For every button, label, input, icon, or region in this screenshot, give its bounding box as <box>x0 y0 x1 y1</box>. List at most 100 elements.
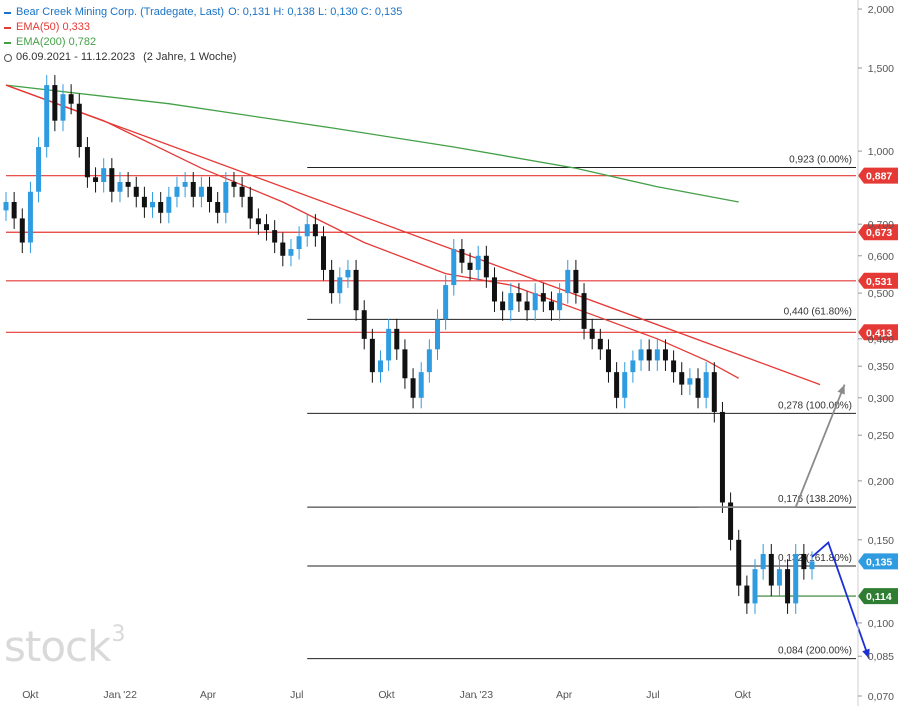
candle-down <box>280 242 286 256</box>
candle-up <box>378 360 384 373</box>
candle-down <box>109 168 115 192</box>
candle-up <box>809 561 815 570</box>
x-tick-label: Apr <box>556 689 573 701</box>
candle-down <box>614 372 620 398</box>
candle-down <box>247 196 253 219</box>
y-tick-label: 1,000 <box>868 146 894 158</box>
candle-down <box>68 94 74 104</box>
y-tick-label: 0,400 <box>868 334 894 346</box>
candle-down <box>573 269 579 294</box>
candle-up <box>44 85 50 148</box>
candle-up <box>451 249 457 286</box>
candle-down <box>264 224 270 231</box>
candle-down <box>52 85 58 121</box>
logo-text: stock <box>4 622 111 671</box>
candle-up <box>638 349 644 361</box>
ema200-line <box>5 84 739 203</box>
candle-up <box>223 181 229 213</box>
candle-down <box>312 224 318 237</box>
fibonacci-level-label: 0,176 (138.20%) <box>778 494 852 505</box>
candle-down <box>402 349 408 379</box>
current-price-label: 0,135 <box>866 556 892 568</box>
candle-down <box>801 553 807 570</box>
candle-up <box>443 285 449 320</box>
x-tick-label: Jan '22 <box>103 689 137 701</box>
candle-up <box>150 202 156 208</box>
candle-down <box>394 328 400 350</box>
resistance-price-label: 0,413 <box>866 327 892 339</box>
candle-up <box>557 293 563 311</box>
fibonacci-level-label: 0,084 (200.00%) <box>778 646 852 657</box>
candle-up <box>752 569 758 604</box>
candle-down <box>597 338 603 350</box>
current-price-badge <box>858 553 898 570</box>
y-tick-label: 0,070 <box>868 691 894 703</box>
x-tick-label: Okt <box>378 689 394 701</box>
y-tick-label: 2,000 <box>868 4 894 16</box>
candle-up <box>434 319 440 350</box>
series-swatch-icon <box>4 11 11 14</box>
candle-down <box>646 349 652 361</box>
candle-up <box>386 328 392 361</box>
y-tick-label: 1,500 <box>868 63 894 75</box>
candle-up <box>36 147 42 192</box>
candle-down <box>500 301 506 311</box>
candle-up <box>532 293 538 311</box>
candle-down <box>785 569 791 604</box>
candle-up <box>475 255 481 270</box>
candle-down <box>19 218 25 243</box>
candle-down <box>207 186 213 203</box>
candle-up <box>288 249 294 256</box>
y-tick-label: 0,300 <box>868 393 894 405</box>
candle-up <box>296 236 302 250</box>
candle-down <box>719 411 725 503</box>
candle-up <box>793 553 799 604</box>
support-price-label: 0,114 <box>866 591 892 603</box>
candle-down <box>695 378 701 398</box>
candle-down <box>459 249 465 263</box>
instrument-title: Bear Creek Mining Corp. (Tradegate, Last… <box>16 6 225 18</box>
candle-down <box>662 349 668 361</box>
candle-up <box>174 186 180 197</box>
candle-up <box>3 202 9 211</box>
legend-title-row: Bear Creek Mining Corp. (Tradegate, Last… <box>4 5 402 20</box>
candlesticks <box>3 75 815 614</box>
candle-up <box>622 372 628 398</box>
y-tick-label: 0,500 <box>868 288 894 300</box>
x-axis: Okt Jan '22 Apr Jul Okt Jan '23 Apr Jul Okt <box>22 689 751 701</box>
candle-down <box>483 255 489 278</box>
candle-up <box>508 293 514 311</box>
candle-up <box>760 553 766 570</box>
moving-averages <box>5 84 821 386</box>
candle-down <box>11 202 17 219</box>
candle-down <box>410 378 416 398</box>
candle-down <box>711 372 717 412</box>
candle-down <box>524 301 530 311</box>
candle-up <box>687 378 693 385</box>
candle-down <box>516 293 522 302</box>
legend-ema200-row: EMA(200) 0,782 <box>4 35 402 50</box>
fibonacci-level-label: 0,440 (61.80%) <box>784 306 852 317</box>
y-tick-label: 0,100 <box>868 618 894 630</box>
candle-down <box>589 328 595 339</box>
candle-down <box>744 585 750 604</box>
candle-down <box>361 310 367 339</box>
x-tick-label: Jan '23 <box>460 689 494 701</box>
y-tick-label: 0,250 <box>868 430 894 442</box>
candle-down <box>190 181 196 197</box>
candle-down <box>125 181 131 187</box>
candle-up <box>198 186 204 197</box>
period-label: (2 Jahre, 1 Woche) <box>143 51 237 63</box>
candle-up <box>101 168 107 182</box>
candle-down <box>369 338 375 373</box>
resistance-price-badge <box>858 167 898 184</box>
candle-down <box>679 372 685 385</box>
y-tick-label: 0,150 <box>868 535 894 547</box>
ohlc-values: O: 0,131 H: 0,138 L: 0,130 C: 0,135 <box>228 6 403 18</box>
downtrend-line <box>5 84 821 386</box>
stock3-logo: stock3 <box>4 622 125 671</box>
candle-down <box>768 553 774 586</box>
fibonacci-level-label: 0,278 (100.00%) <box>778 400 852 411</box>
candle-down <box>158 202 164 213</box>
